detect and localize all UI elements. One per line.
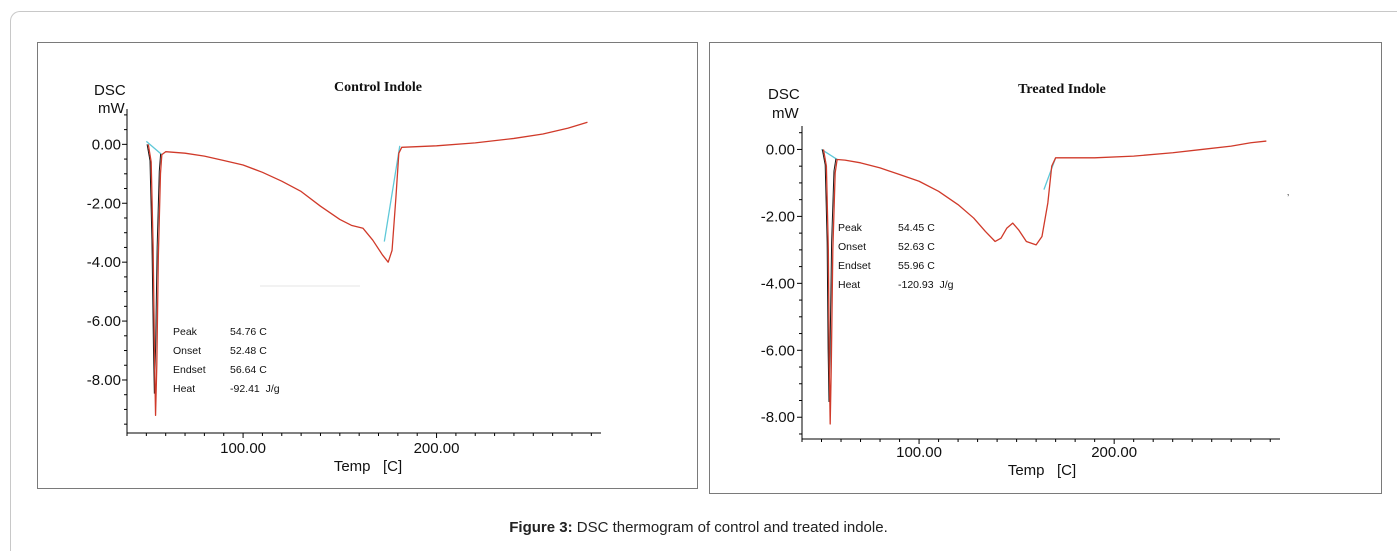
dsc-curve <box>147 121 588 416</box>
annotation-value: 52.63 C <box>898 241 935 253</box>
y-tick-label: -4.00 <box>761 275 795 292</box>
peak-trace <box>146 144 162 394</box>
y-tick-label: -4.00 <box>87 254 121 271</box>
y-tick-label: -6.00 <box>761 342 795 359</box>
x-axis-label: Temp [C] <box>334 458 402 475</box>
baseline-segment <box>383 145 401 242</box>
caption-text: DSC thermogram of control and treated in… <box>572 519 888 536</box>
y-tick-label: -2.00 <box>761 208 795 225</box>
chart-title: Treated Indole <box>1018 82 1106 97</box>
x-tick-label: 100.00 <box>896 444 942 461</box>
y-tick-label: -6.00 <box>87 313 121 330</box>
chart-title: Control Indole <box>334 80 422 95</box>
x-axis-label: Temp [C] <box>1008 462 1076 479</box>
annotation-label: Endset <box>838 260 871 272</box>
annotation-value: 54.76 C <box>230 326 267 338</box>
annotation-label: Onset <box>173 345 201 357</box>
annotation-value: -92.41 J/g <box>230 383 280 395</box>
control-indole-panel: Control Indole DSC mW Temp [C] 0.00 -2.00 -4.0… <box>37 42 698 489</box>
annotation-value: -120.93 J/g <box>898 279 954 291</box>
annotation-value: 55.96 C <box>898 260 935 272</box>
annotation-label: Heat <box>838 279 860 291</box>
y-tick-label: -8.00 <box>87 372 121 389</box>
y-tick-label: -2.00 <box>87 195 121 212</box>
y-tick-label: 0.00 <box>92 136 121 153</box>
stray-mark: ’ <box>1287 193 1290 204</box>
annotation-label: Heat <box>173 383 195 395</box>
baseline-segment <box>145 140 163 156</box>
y-axis-label: DSC <box>94 82 126 99</box>
treated-indole-panel: Treated Indole DSC mW Temp [C] 0.00 -2.00 -4.0… <box>709 42 1382 494</box>
annotation-value: 54.45 C <box>898 222 935 234</box>
figure-caption: Figure 3: DSC thermogram of control and … <box>0 519 1397 536</box>
x-tick-label: 200.00 <box>414 440 460 457</box>
y-axis-label: DSC <box>768 86 800 103</box>
y-tick-label: -8.00 <box>761 409 795 426</box>
y-tick-label: 0.00 <box>766 141 795 158</box>
treated-indole-chart: Treated Indole DSC mW Temp [C] 0.00 -2.00 -4.0… <box>761 82 1280 479</box>
y-axis-unit: mW <box>772 105 799 122</box>
y-axis-unit: mW <box>98 100 125 117</box>
annotation-value: 52.48 C <box>230 345 267 357</box>
dsc-curve <box>822 140 1267 425</box>
caption-label: Figure 3: <box>509 519 573 536</box>
figure-frame <box>10 11 1397 551</box>
annotation-value: 56.64 C <box>230 364 267 376</box>
annotation-label: Peak <box>173 326 198 338</box>
x-tick-label: 100.00 <box>220 440 266 457</box>
x-tick-label: 200.00 <box>1091 444 1137 461</box>
peak-trace <box>821 149 837 402</box>
annotation-label: Endset <box>173 364 206 376</box>
annotation-label: Peak <box>838 222 863 234</box>
annotation-label: Onset <box>838 241 866 253</box>
